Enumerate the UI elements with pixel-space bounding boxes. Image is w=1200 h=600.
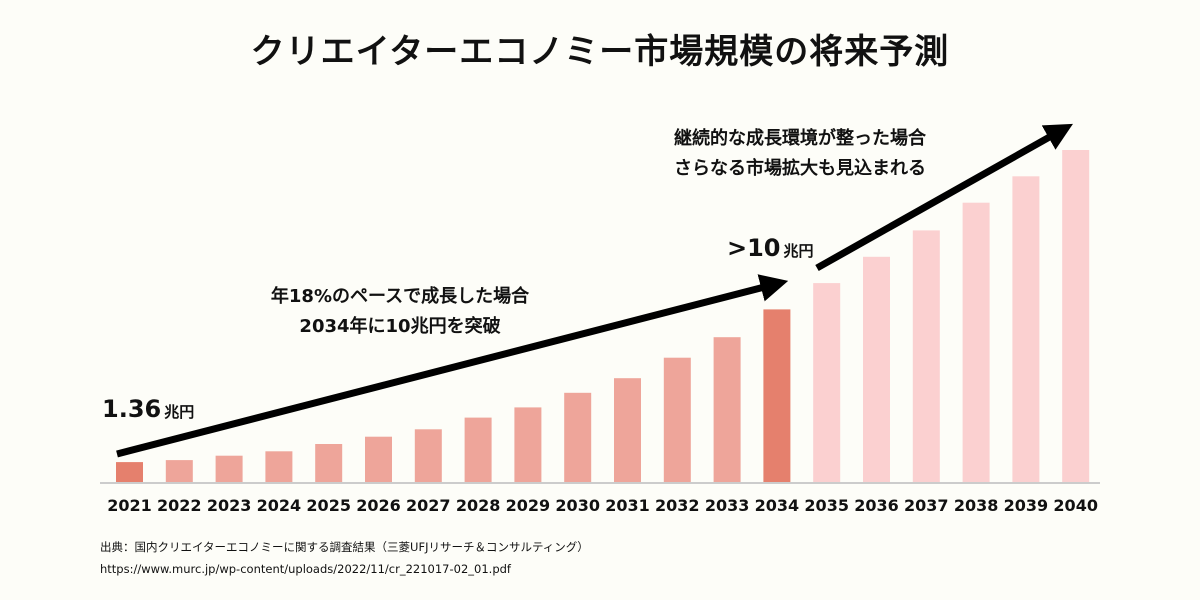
bar-2039 (1012, 176, 1040, 483)
x-tick-label: 2026 (356, 496, 401, 515)
bar-2040 (1062, 150, 1090, 482)
bar-2030 (564, 392, 592, 482)
growth-arrow-18pct (116, 274, 789, 458)
x-tick-label: 2023 (207, 496, 252, 515)
x-tick-label: 2021 (107, 496, 152, 515)
milestone-value-label: >10 兆円 (727, 234, 814, 262)
x-tick-label: 2038 (954, 496, 999, 515)
bar-2025 (315, 444, 343, 482)
start-unit: 兆円 (164, 403, 195, 421)
milestone-value: >10 (727, 234, 781, 262)
bar-2036 (863, 256, 890, 482)
start-value: 1.36 (102, 395, 162, 423)
start-value-label: 1.36 兆円 (102, 395, 194, 423)
x-tick-label: 2025 (306, 496, 351, 515)
bar-2035 (813, 283, 841, 482)
bar-2023 (215, 455, 243, 482)
bar-2028 (464, 417, 492, 482)
x-tick-label: 2031 (605, 496, 650, 515)
x-tick-label: 2022 (157, 496, 202, 515)
bar-2021 (116, 462, 143, 482)
note-line: 年18%のペースで成長した場合 (270, 286, 530, 307)
x-tick-label: 2032 (655, 496, 700, 515)
bar-2027 (414, 429, 442, 482)
x-tick-label: 2028 (456, 496, 501, 515)
bar-2033 (713, 337, 741, 482)
x-tick-label: 2027 (406, 496, 451, 515)
note-line: さらなる市場拡大も見込まれる (674, 158, 926, 179)
note-line: 2034年に10兆円を突破 (299, 316, 501, 337)
x-tick-label: 2033 (705, 496, 750, 515)
x-tick-label: 2034 (755, 496, 800, 515)
bar-2026 (365, 436, 392, 482)
source-url[interactable]: https://www.murc.jp/wp-content/uploads/2… (100, 562, 511, 576)
x-tick-label: 2029 (506, 496, 551, 515)
bar-2029 (514, 407, 542, 482)
x-tick-label: 2039 (1004, 496, 1049, 515)
bar-2031 (614, 378, 641, 482)
x-tick-label: 2036 (854, 496, 899, 515)
bar-2022 (165, 460, 193, 482)
x-tick-label: 2040 (1053, 496, 1098, 515)
source-citation: 出典：国内クリエイターエコノミーに関する調査結果（三菱UFJリサーチ＆コンサルテ… (100, 536, 589, 580)
bar-2032 (663, 357, 691, 482)
source-text: 出典：国内クリエイターエコノミーに関する調査結果（三菱UFJリサーチ＆コンサルテ… (100, 540, 589, 554)
bar-2037 (912, 230, 940, 482)
bar-2024 (265, 451, 293, 482)
x-tick-label: 2024 (257, 496, 302, 515)
growth-18pct-note: 年18%のペースで成長した場合 2034年に10兆円を突破 (230, 282, 570, 342)
x-tick-label: 2030 (555, 496, 600, 515)
note-line: 継続的な成長環境が整った場合 (674, 128, 926, 149)
bar-2038 (962, 202, 990, 482)
x-tick-label: 2037 (904, 496, 949, 515)
milestone-unit: 兆円 (783, 242, 814, 260)
chart-title: クリエイターエコノミー市場規模の将来予測 (250, 32, 950, 72)
future-growth-note: 継続的な成長環境が整った場合 さらなる市場拡大も見込まれる (640, 124, 960, 184)
x-tick-label: 2035 (804, 496, 849, 515)
bar-2034 (763, 309, 791, 482)
growth-arrow-future (815, 123, 1073, 272)
